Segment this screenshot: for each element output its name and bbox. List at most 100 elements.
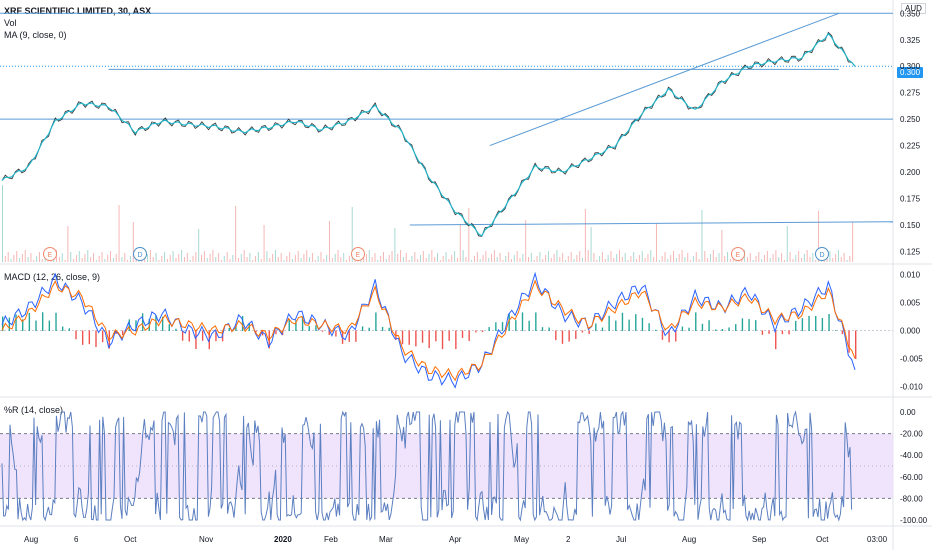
macd-histogram-bar <box>655 329 657 331</box>
macd-label[interactable]: MACD (12, 26, close, 9) <box>4 272 101 282</box>
ma-series <box>1 32 856 237</box>
volume-bar <box>715 257 717 262</box>
volume-bar <box>198 229 200 262</box>
volume-bar <box>653 257 655 262</box>
macd-histogram-bar <box>468 330 470 341</box>
macd-histogram-bar <box>748 319 750 331</box>
macd-histogram-bar <box>215 330 217 342</box>
volume-bar <box>175 258 177 262</box>
volume-bar <box>803 254 805 262</box>
volume-bar <box>181 250 183 262</box>
macd-histogram-bar <box>808 315 810 331</box>
volume-bar <box>667 259 669 262</box>
volume-bar <box>257 252 259 262</box>
volume-bar <box>337 250 339 262</box>
volume-bar <box>690 260 692 262</box>
currency-badge[interactable]: AUD <box>901 3 926 14</box>
volume-bar <box>505 256 507 262</box>
ma-label[interactable]: MA (9, close, 0) <box>4 30 67 40</box>
macd-histogram-bar <box>761 330 764 335</box>
volume-bar <box>112 258 114 262</box>
volume-bar <box>434 257 436 262</box>
volume-bar <box>528 257 530 262</box>
macd-histogram-bar <box>561 330 564 344</box>
volume-bar <box>124 253 126 262</box>
volume-bar <box>709 254 711 262</box>
volume-bar <box>516 251 518 262</box>
macd-histogram-bar <box>228 327 230 331</box>
time-axis-label: Sep <box>752 535 767 544</box>
macd-histogram-bar <box>701 323 704 331</box>
volume-bar <box>374 253 376 262</box>
volume-bar <box>340 257 342 262</box>
time-axis-label: Aug <box>682 535 696 544</box>
macd-histogram-bar <box>788 330 790 335</box>
volume-bar <box>664 252 666 262</box>
volume-bar <box>397 254 399 262</box>
event-marker-label: D <box>138 252 143 259</box>
volume-bar <box>303 254 305 262</box>
volume-bar <box>519 258 521 262</box>
volume-bar <box>604 259 606 262</box>
volume-bar <box>465 257 467 262</box>
macd-histogram-bar <box>381 326 384 331</box>
volume-bar <box>331 258 333 262</box>
macd-histogram-bar <box>461 330 464 338</box>
macd-histogram-bar <box>708 320 710 331</box>
macd-histogram-bar <box>128 319 131 331</box>
macd-histogram-bar <box>848 330 850 353</box>
volume-bar <box>24 250 26 262</box>
volume-bar <box>87 250 89 262</box>
volume-bar <box>155 253 157 262</box>
volume-bar <box>246 257 248 262</box>
time-axis-label: 2020 <box>274 535 292 544</box>
event-marker <box>815 247 829 261</box>
volume-bar <box>752 260 754 262</box>
volume-bar <box>513 255 515 262</box>
macd-histogram-bar <box>188 330 190 342</box>
volume-bar <box>650 250 652 262</box>
price-tick-label: 0.300 <box>900 62 921 71</box>
volume-bar <box>499 253 501 262</box>
volume-bar <box>636 259 638 262</box>
volume-bar <box>192 256 194 262</box>
volume-bar <box>300 258 302 262</box>
volume-bar <box>371 257 373 262</box>
volume-bar <box>33 260 35 262</box>
volume-bar <box>402 257 404 262</box>
macd-histogram-bar <box>75 330 77 340</box>
volume-bar <box>579 251 581 262</box>
macd-histogram-bar <box>81 330 84 345</box>
chart-title: XRF SCIENTIFIC LIMITED, 30, ASX <box>4 6 152 16</box>
macd-histogram-bar <box>508 313 510 331</box>
volume-bar <box>539 252 541 262</box>
volume-bar <box>547 251 549 262</box>
volume-bar <box>306 250 308 262</box>
macd-histogram-bar <box>455 330 457 350</box>
event-marker <box>133 247 147 261</box>
volume-label[interactable]: Vol <box>4 18 17 28</box>
macd-histogram-bar <box>688 327 690 331</box>
macd-histogram-bar <box>55 312 57 331</box>
volume-bar <box>289 252 291 262</box>
price-tick-label: 0.250 <box>900 115 921 124</box>
macd-histogram-bar <box>795 320 797 331</box>
macd-histogram-bar <box>681 326 684 331</box>
time-axis-label: Aug <box>24 535 38 544</box>
macd-histogram-bar <box>88 330 91 345</box>
williams-r-label[interactable]: %R (14, close) <box>4 405 64 415</box>
volume-bar <box>311 253 313 262</box>
price-tick-label: 0.350 <box>900 9 921 18</box>
volume-bar <box>166 259 168 262</box>
volume-bar <box>95 260 97 262</box>
macd-histogram-bar <box>588 330 590 334</box>
volume-bar <box>476 252 478 262</box>
volume-bar <box>107 255 109 262</box>
time-axis-label: Oct <box>124 535 137 544</box>
macd-histogram-bar <box>121 330 124 336</box>
volume-bar <box>800 258 802 262</box>
volume-bar <box>562 253 564 262</box>
volume-bar <box>584 209 586 262</box>
volume-bar <box>607 255 609 262</box>
